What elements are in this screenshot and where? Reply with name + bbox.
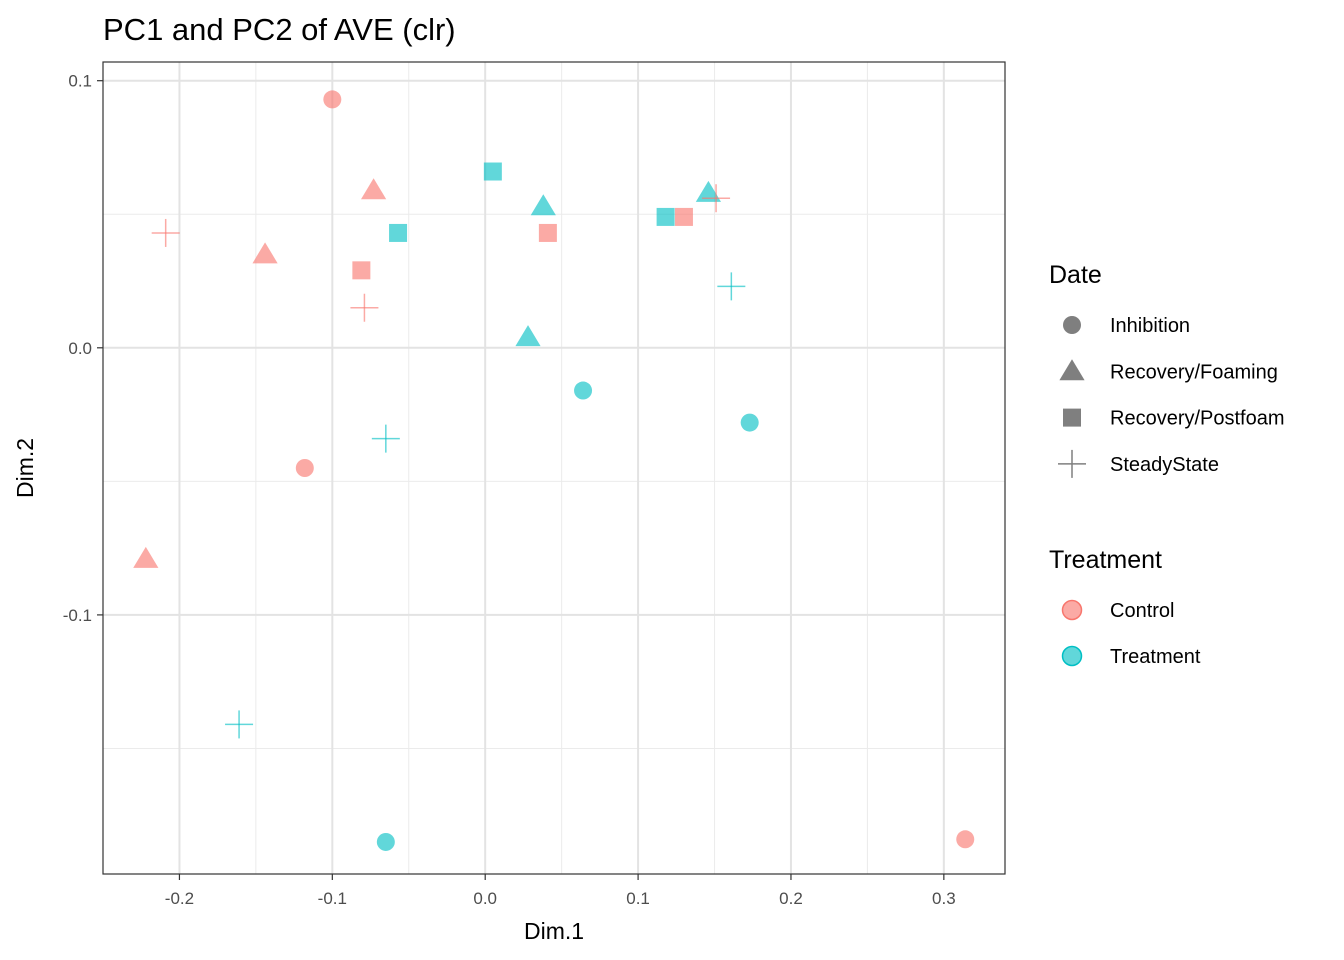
legend-key-color: [1061, 645, 1083, 667]
legend-key-circle: [1063, 316, 1081, 334]
legend-date-label: Inhibition: [1110, 315, 1190, 337]
y-tick-label: 0.1: [68, 72, 92, 91]
data-point: [225, 710, 254, 739]
y-axis-ticks: -0.1 0.0 0.1: [63, 72, 103, 625]
x-axis-title: Dim.1: [524, 918, 584, 944]
x-axis-ticks: -0.2 -0.1 0.0 0.1 0.2 0.3: [165, 874, 956, 908]
data-point: [538, 223, 557, 242]
legend-key-color: [1061, 599, 1083, 621]
data-point: [956, 830, 975, 849]
data-point: [133, 546, 159, 568]
data-point: [352, 261, 371, 280]
legend-treatment-label: Treatment: [1110, 646, 1201, 668]
data-point: [695, 180, 722, 202]
legend-treatment-label: Control: [1110, 600, 1174, 622]
legend-date-title: Date: [1049, 261, 1102, 289]
data-point: [483, 162, 502, 181]
data-point: [717, 272, 746, 301]
data-point: [674, 207, 693, 226]
data-point: [740, 413, 759, 432]
data-point: [574, 381, 593, 400]
x-tick-label: 0.3: [932, 889, 956, 908]
data-point: [350, 293, 379, 322]
data-point: [656, 207, 675, 226]
data-point: [361, 178, 387, 200]
legend-date-label: Recovery/Postfoam: [1110, 408, 1285, 430]
legend-key-square: [1063, 408, 1081, 427]
legend-date: Date Inhibition Recovery/Foaming Recovery/…: [1049, 261, 1285, 478]
legend-date-label: SteadyState: [1110, 454, 1219, 476]
data-point: [323, 90, 342, 109]
data-point: [151, 218, 180, 247]
x-tick-label: 0.2: [779, 889, 803, 908]
chart-title: PC1 and PC2 of AVE (clr): [103, 12, 456, 47]
y-tick-label: -0.1: [63, 606, 92, 625]
legend-treatment: Treatment Control Treatment: [1049, 546, 1201, 668]
x-tick-label: 0.0: [473, 889, 497, 908]
x-tick-label: -0.2: [165, 889, 194, 908]
grid: [103, 62, 1005, 874]
data-point: [702, 184, 731, 213]
data-point: [515, 325, 541, 347]
data-point: [371, 424, 400, 453]
x-tick-label: -0.1: [318, 889, 347, 908]
legend-date-label: Recovery/Foaming: [1110, 361, 1278, 383]
plot-panel-border: [102, 61, 1006, 875]
data-point: [389, 223, 408, 242]
data-point: [376, 832, 395, 851]
data-point: [295, 459, 314, 477]
legend-key-triangle: [1059, 359, 1085, 381]
legend-treatment-title: Treatment: [1049, 546, 1162, 574]
y-tick-label: 0.0: [68, 339, 92, 358]
legend-key-plus: [1058, 449, 1086, 478]
data-points: [133, 90, 975, 851]
x-tick-label: 0.1: [626, 889, 650, 908]
data-point: [530, 194, 556, 216]
y-axis-title: Dim.2: [12, 438, 38, 498]
data-point: [252, 242, 278, 264]
